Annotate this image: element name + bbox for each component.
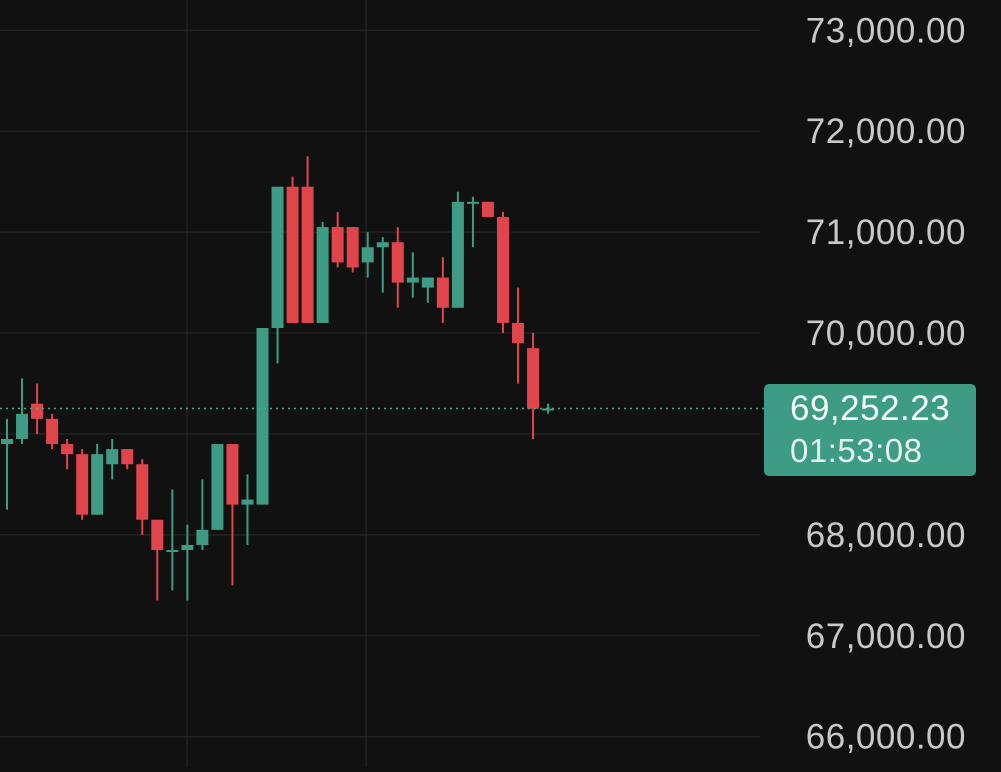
candle-up [542, 403, 555, 414]
last-price-tag: 69,252.23 01:53:08 [764, 384, 976, 476]
candle-down [76, 449, 89, 520]
candle-up [211, 444, 224, 530]
candle-up [16, 378, 29, 445]
candle-down [496, 211, 509, 334]
candle-down [226, 444, 239, 586]
price-axis-tick-label: 67,000.00 [806, 617, 966, 656]
candle-body [181, 544, 194, 551]
candle-down [136, 459, 149, 535]
candle-body [16, 413, 29, 440]
candle-up [1, 418, 13, 510]
candle-down [391, 227, 404, 308]
candle-body [481, 201, 494, 217]
candle-up [316, 222, 329, 323]
candle-body [451, 201, 464, 308]
candle-up [361, 232, 374, 278]
candle-body [361, 247, 374, 263]
candle-up [91, 444, 104, 515]
candle-body [496, 216, 509, 323]
candle-up [256, 327, 269, 505]
candle-down [121, 449, 134, 470]
candle-countdown: 01:53:08 [790, 432, 923, 469]
price-axis-tick-label: 71,000.00 [806, 213, 966, 252]
candle-body [46, 418, 59, 445]
candle-down [46, 413, 59, 450]
candle-up [466, 196, 479, 248]
price-axis-tick-label: 66,000.00 [806, 718, 966, 757]
candle-body [256, 327, 269, 505]
candle-down [346, 227, 359, 273]
candle-body [106, 449, 119, 465]
candle-down [151, 519, 164, 601]
candle-body [151, 519, 164, 551]
candle-body [512, 322, 525, 344]
last-price-value: 69,252.23 [790, 389, 951, 428]
candle-body [61, 444, 74, 455]
candle-up [271, 186, 284, 364]
candle-body [391, 242, 404, 283]
candle-body [211, 444, 224, 530]
candle-up [376, 237, 389, 293]
candle-body [121, 449, 134, 465]
candle-body [436, 277, 449, 308]
candle-body [406, 277, 419, 283]
candle-down [527, 333, 540, 440]
candle-body [286, 186, 299, 323]
candle-body [421, 277, 434, 288]
candle-up [241, 474, 254, 545]
grid-lines [0, 0, 760, 767]
candle-body [76, 454, 89, 515]
price-axis: 73,000.00 72,000.00 71,000.00 70,000.00 68,0… [806, 11, 966, 756]
candle-up [106, 439, 119, 480]
candle-body [91, 454, 104, 515]
candle-down [61, 439, 74, 470]
candle-body [466, 201, 479, 204]
candle-up [406, 252, 419, 298]
candle-body [1, 439, 13, 445]
candle-body [301, 186, 314, 323]
candle-body [376, 242, 389, 248]
candle-body [346, 227, 359, 268]
price-axis-tick-label: 72,000.00 [806, 112, 966, 151]
price-axis-tick-label: 73,000.00 [806, 11, 966, 50]
candle-body [527, 348, 540, 409]
candle-down [331, 211, 344, 268]
candle-body [542, 408, 555, 411]
candle-body [166, 550, 179, 553]
candle-down [301, 156, 314, 323]
price-axis-tick-label: 70,000.00 [806, 314, 966, 353]
candle-down [286, 176, 299, 323]
candle-body [226, 444, 239, 505]
candle-body [196, 529, 209, 545]
candle-body [241, 499, 254, 505]
candle-body [136, 464, 149, 520]
candle-down [512, 287, 525, 384]
candles [1, 156, 555, 601]
candle-body [31, 403, 44, 419]
candle-up [181, 524, 194, 601]
candle-down [481, 201, 494, 217]
candle-down [436, 257, 449, 323]
candle-up [196, 479, 209, 551]
candle-body [316, 227, 329, 323]
candle-up [421, 277, 434, 303]
candle-body [271, 186, 284, 328]
candle-body [331, 227, 344, 263]
candle-up [166, 489, 179, 591]
price-axis-tick-label: 68,000.00 [806, 516, 966, 555]
candle-up [451, 191, 464, 308]
